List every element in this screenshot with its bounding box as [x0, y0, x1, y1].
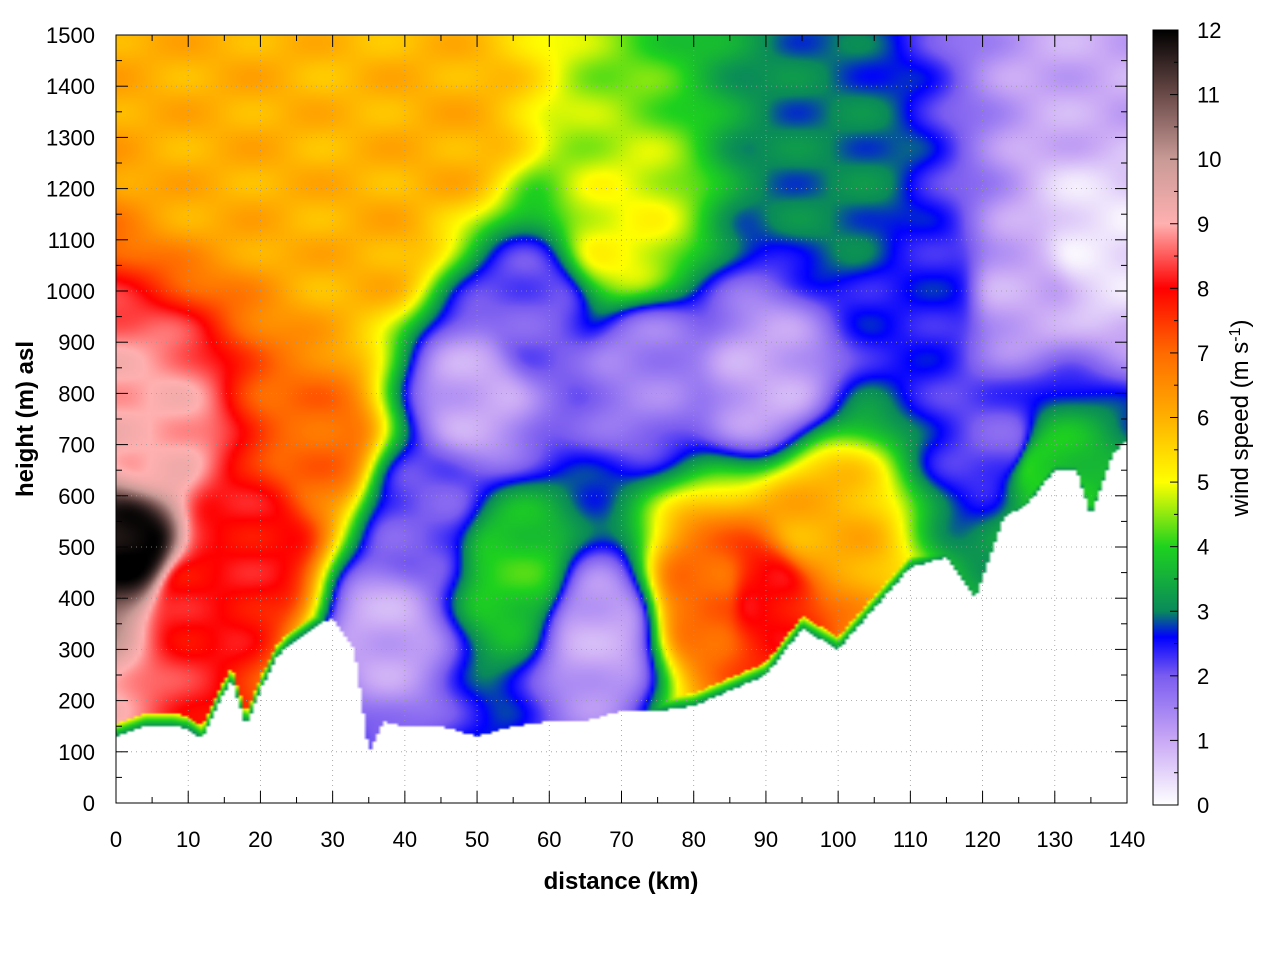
colorbar-tick-label: 7: [1197, 341, 1209, 366]
colorbar-tick-label: 8: [1197, 276, 1209, 301]
x-tick-label: 40: [393, 827, 417, 852]
colorbar-tick-label: 0: [1197, 793, 1209, 818]
colorbar-title-exponent: -1: [1227, 327, 1244, 341]
x-tick-label: 20: [248, 827, 272, 852]
y-tick-label: 1200: [46, 177, 95, 202]
colorbar-title-close: ): [1227, 320, 1254, 328]
x-tick-label: 70: [609, 827, 633, 852]
colorbar-tick-label: 10: [1197, 147, 1221, 172]
y-tick-label: 900: [58, 330, 95, 355]
colorbar-tick-label: 6: [1197, 406, 1209, 431]
colorbar-title: wind speed (m s-1): [1227, 320, 1255, 518]
x-tick-label: 90: [754, 827, 778, 852]
y-tick-label: 1500: [46, 23, 95, 48]
colorbar-tick-label: 5: [1197, 470, 1209, 495]
y-tick-label: 300: [58, 637, 95, 662]
y-tick-label: 600: [58, 484, 95, 509]
y-tick-label: 400: [58, 586, 95, 611]
x-tick-label: 30: [320, 827, 344, 852]
y-tick-label: 1400: [46, 74, 95, 99]
colorbar-tick-label: 12: [1197, 18, 1221, 43]
x-axis: 0 10 20 30 40 50 60 70 80 90 100 110 120 130 140: [110, 35, 1145, 852]
colorbar-tick-label: 9: [1197, 212, 1209, 237]
colorbar-tick-label: 2: [1197, 664, 1209, 689]
y-tick-label: 200: [58, 689, 95, 714]
y-tick-label: 800: [58, 381, 95, 406]
x-tick-label: 80: [681, 827, 705, 852]
y-tick-label: 100: [58, 740, 95, 765]
colorbar-tick-label: 11: [1197, 83, 1220, 108]
x-tick-label: 120: [964, 827, 1001, 852]
x-tick-label: 10: [176, 827, 200, 852]
x-axis-title: distance (km): [544, 868, 699, 895]
colorbar-tick-label: 3: [1197, 599, 1209, 624]
x-tick-label: 50: [465, 827, 489, 852]
y-axis: 0 100 200 300 400 500 600 700 800 900 1000 1100 1200…: [46, 23, 1127, 816]
y-axis-title: height (m) asl: [12, 341, 39, 497]
x-tick-label: 60: [537, 827, 561, 852]
y-tick-label: 1000: [46, 279, 95, 304]
x-tick-label: 0: [110, 827, 122, 852]
grid-lines: [116, 35, 1127, 803]
x-tick-label: 110: [893, 827, 928, 852]
y-tick-label: 700: [58, 433, 95, 458]
x-tick-label: 130: [1036, 827, 1073, 852]
colorbar-tick-label: 1: [1197, 728, 1209, 753]
y-tick-label: 1300: [46, 125, 95, 150]
x-tick-label: 140: [1109, 827, 1146, 852]
colorbar-tick-label: 4: [1197, 535, 1209, 560]
y-tick-label: 0: [83, 791, 95, 816]
x-tick-label: 100: [820, 827, 857, 852]
y-tick-label: 1100: [48, 228, 95, 253]
y-tick-label: 500: [58, 535, 95, 560]
colorbar-title-main: wind speed (m s: [1227, 342, 1254, 518]
